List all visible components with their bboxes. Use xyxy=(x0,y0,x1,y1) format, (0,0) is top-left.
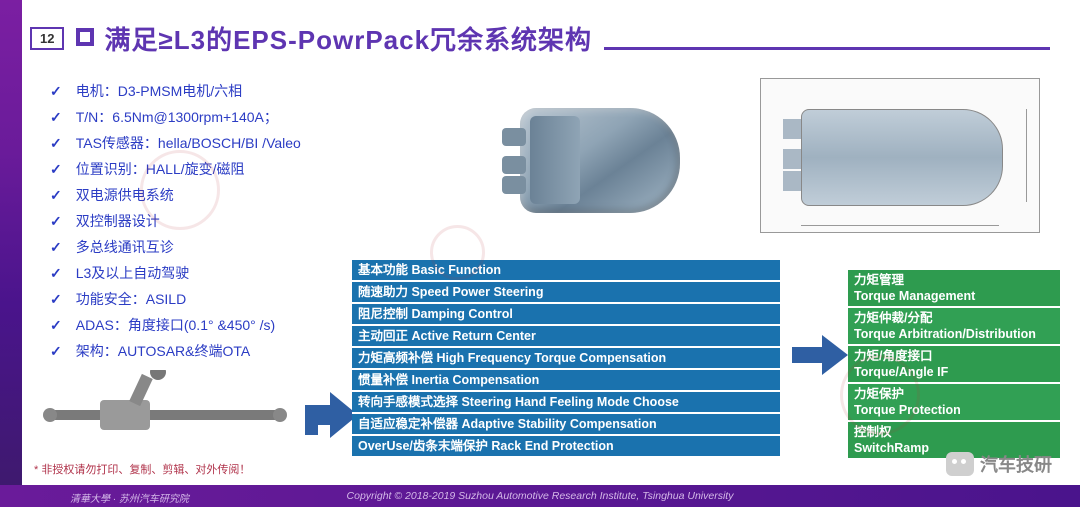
function-row: 转向手感模式选择 Steering Hand Feeling Mode Choo… xyxy=(352,392,780,414)
slide-header: 12 满足≥L3的EPS-PowrPack冗余系统架构 xyxy=(30,20,1050,57)
function-row: 自适应稳定补偿器 Adaptive Stability Compensation xyxy=(352,414,780,436)
title-underline xyxy=(604,47,1050,50)
disclaimer-text: * 非授权请勿打印、复制、剪辑、对外传阅！ xyxy=(34,461,250,477)
function-row: 主动回正 Active Return Center xyxy=(352,326,780,348)
slide-title: 满足≥L3的EPS-PowrPack冗余系统架构 xyxy=(104,20,592,57)
watermark-seal-icon xyxy=(430,225,485,280)
footer-bar: 清華大學 · 苏州汽车研究院 Copyright © 2018-2019 Suz… xyxy=(0,485,1080,507)
function-row: 阻尼控制 Damping Control xyxy=(352,304,780,326)
page-number: 12 xyxy=(30,27,64,50)
spec-item: 双控制器设计 xyxy=(50,208,380,234)
watermark-label: 汽车技研 xyxy=(980,451,1052,477)
spec-item: 功能安全：ASILD xyxy=(50,286,380,312)
spec-item: 架构：AUTOSAR&终端OTA xyxy=(50,338,380,364)
steering-rack-image xyxy=(40,370,300,440)
function-row: 惯量补偿 Inertia Compensation xyxy=(352,370,780,392)
wechat-icon xyxy=(946,452,974,476)
watermark-seal-icon xyxy=(140,150,220,230)
arrow-icon xyxy=(300,380,360,445)
spec-item: 电机：D3-PMSM电机/六相 xyxy=(50,78,380,104)
spec-list: 电机：D3-PMSM电机/六相T/N：6.5Nm@1300rpm+140A；TA… xyxy=(50,78,380,364)
watermark-seal-icon xyxy=(840,355,920,435)
torque-row: 力矩仲裁/分配 Torque Arbitration/Distribution xyxy=(848,308,1060,346)
wechat-watermark: 汽车技研 xyxy=(946,451,1052,477)
function-row: 随速助力 Speed Power Steering xyxy=(352,282,780,304)
spec-item: T/N：6.5Nm@1300rpm+140A； xyxy=(50,104,380,130)
spec-item: TAS传感器：hella/BOSCH/BI /Valeo xyxy=(50,130,380,156)
function-row: OverUse/齿条末端保护 Rack End Protection xyxy=(352,436,780,458)
copyright-text: Copyright © 2018-2019 Suzhou Automotive … xyxy=(347,490,734,502)
motor-3d-render xyxy=(500,78,700,233)
torque-row: 力矩管理 Torque Management xyxy=(848,270,1060,308)
function-row: 基本功能 Basic Function xyxy=(352,260,780,282)
left-accent-stripe xyxy=(0,0,22,507)
spec-item: 多总线通讯互诊 xyxy=(50,234,380,260)
motor-technical-drawing xyxy=(760,78,1040,233)
function-row: 力矩高频补偿 High Frequency Torque Compensatio… xyxy=(352,348,780,370)
bullet-square-icon xyxy=(76,28,94,46)
university-logo-text: 清華大學 · 苏州汽车研究院 xyxy=(70,490,189,505)
basic-functions-table: 基本功能 Basic Function随速助力 Speed Power Stee… xyxy=(352,260,780,458)
arrow-icon xyxy=(790,325,850,390)
spec-item: ADAS：角度接口(0.1° &450° /s) xyxy=(50,312,380,338)
spec-item: L3及以上自动驾驶 xyxy=(50,260,380,286)
